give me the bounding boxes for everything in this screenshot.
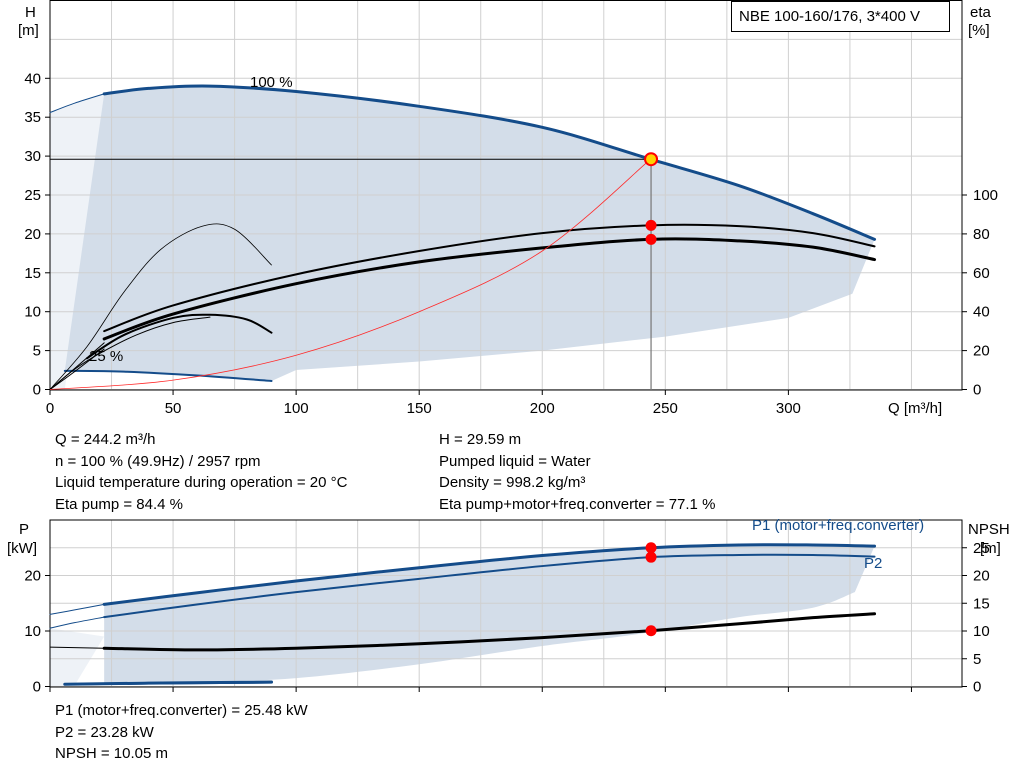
qh-duty-marker [644,152,659,167]
info-upper-right: H = 29.59 m Pumped liquid = Water Densit… [439,429,715,515]
qh-y2label-line1: eta [970,4,992,21]
qh-y-tick-label: 30 [24,148,41,165]
pn-y-tick-label: 20 [24,568,41,585]
info-eta-total: Eta pump+motor+freq.converter = 77.1 % [439,495,716,513]
qh-xlabel: Q [m³/h] [888,400,942,417]
pn-y2label-line2: [m] [980,540,1001,557]
info-upper-left: Q = 244.2 m³/h n = 100 % (49.9Hz) / 2957… [55,429,347,515]
pn-ylabel-line2: [kW] [7,540,37,557]
qh-series-eta_total [102,237,877,341]
pn-duty-marker [645,551,657,563]
pn-duty-marker [645,625,657,637]
info-liquid-temperature: Liquid temperature during operation = 20… [55,474,348,491]
qh-y-tick-label: 5 [33,343,41,360]
pn-y2label-line1: NPSH [968,521,1010,538]
pn-label-p1: P1 (motor+freq.converter) [752,517,924,534]
info-density: Density = 998.2 kg/m³ [439,474,586,491]
qh-x-tick-label: 0 [46,400,54,417]
qh-y-tick-label: 35 [24,109,41,126]
info-p1: P1 (motor+freq.converter) = 25.48 kW [55,702,308,719]
qh-y2-tick-label: 80 [973,226,990,243]
info-lower: P1 (motor+freq.converter) = 25.48 kW P2 … [55,700,308,765]
pn-duty-marker [645,542,657,554]
qh-duty-marker [645,233,657,245]
qh-series-h100_ext [49,93,105,114]
pn-y2-tick-label: 10 [973,623,990,640]
qh-series-eta_low_mid [49,316,211,390]
pn-series-p1_ext [49,603,105,615]
info-npsh: NPSH = 10.05 m [55,745,168,762]
qh-y2-tick-label: 100 [973,187,998,204]
pn-y2-tick-label: 5 [973,651,981,668]
qh-y-tick-label: 25 [24,187,41,204]
qh-ylabel-line1: H [25,4,36,21]
qh-series-eta_low_thick [85,313,273,360]
info-eta-pump: Eta pump = 84.4 % [55,495,183,513]
qh-series-h25 [63,369,273,382]
qh-series-h100 [102,84,877,241]
pn-series-p1 [102,543,877,606]
info-speed: n = 100 % (49.9Hz) / 2957 rpm [55,452,261,470]
qh-ylabel-line2: [m] [18,22,39,39]
qh-y2-tick-label: 40 [973,304,990,321]
pn-series-p2_low [64,682,273,686]
qh-y-tick-label: 20 [24,226,41,243]
info-p2: P2 = 23.28 kW [55,723,154,741]
qh-y2label-line2: [%] [968,22,990,39]
qh-label-min-speed: 25 % [89,348,123,365]
pn-y2-tick-label: 20 [973,568,990,585]
info-flow: Q = 244.2 m³/h [55,431,156,448]
qh-y-tick-label: 15 [24,265,41,282]
info-head: H = 29.59 m [439,431,522,448]
qh-x-tick-label: 150 [407,400,432,417]
qh-x-tick-label: 200 [530,400,555,417]
qh-x-tick-label: 300 [776,400,801,417]
pn-label-p2: P2 [864,555,882,572]
pn-series-p2_ext [49,616,105,629]
pn-series-p2 [103,553,876,619]
pn-ylabel-line1: P [19,521,29,538]
pn-y-tick-label: 0 [33,679,41,696]
pn-light-region [50,628,105,687]
qh-x-tick-label: 250 [653,400,678,417]
chart-title: NBE 100-160/176, 3*400 V [731,1,950,32]
pn-y2-tick-label: 25 [973,540,990,557]
info-pumped-liquid: Pumped liquid = Water [439,452,591,470]
qh-series-eta_pump [103,223,876,333]
qh-y-tick-label: 10 [24,304,41,321]
qh-y-tick-label: 0 [33,382,41,399]
qh-light-region [50,93,105,390]
qh-y2-tick-label: 0 [973,382,981,399]
pn-y-tick-label: 10 [24,623,41,640]
qh-series-system [49,158,651,390]
qh-label-max-speed: 100 % [250,74,293,91]
qh-x-tick-label: 50 [165,400,182,417]
pn-y2-tick-label: 15 [973,595,990,612]
qh-y-tick-label: 40 [24,70,41,87]
qh-duty-marker [645,219,657,231]
pn-series-npsh [102,612,877,652]
pn-series-p1_low [63,680,274,686]
pn-y2-tick-label: 0 [973,679,981,696]
qh-x-tick-label: 100 [284,400,309,417]
pn-series-npsh_ext [49,646,105,649]
qh-y2-tick-label: 60 [973,265,990,282]
qh-y2-tick-label: 20 [973,343,990,360]
qh-series-eta_low_thin [49,223,272,390]
